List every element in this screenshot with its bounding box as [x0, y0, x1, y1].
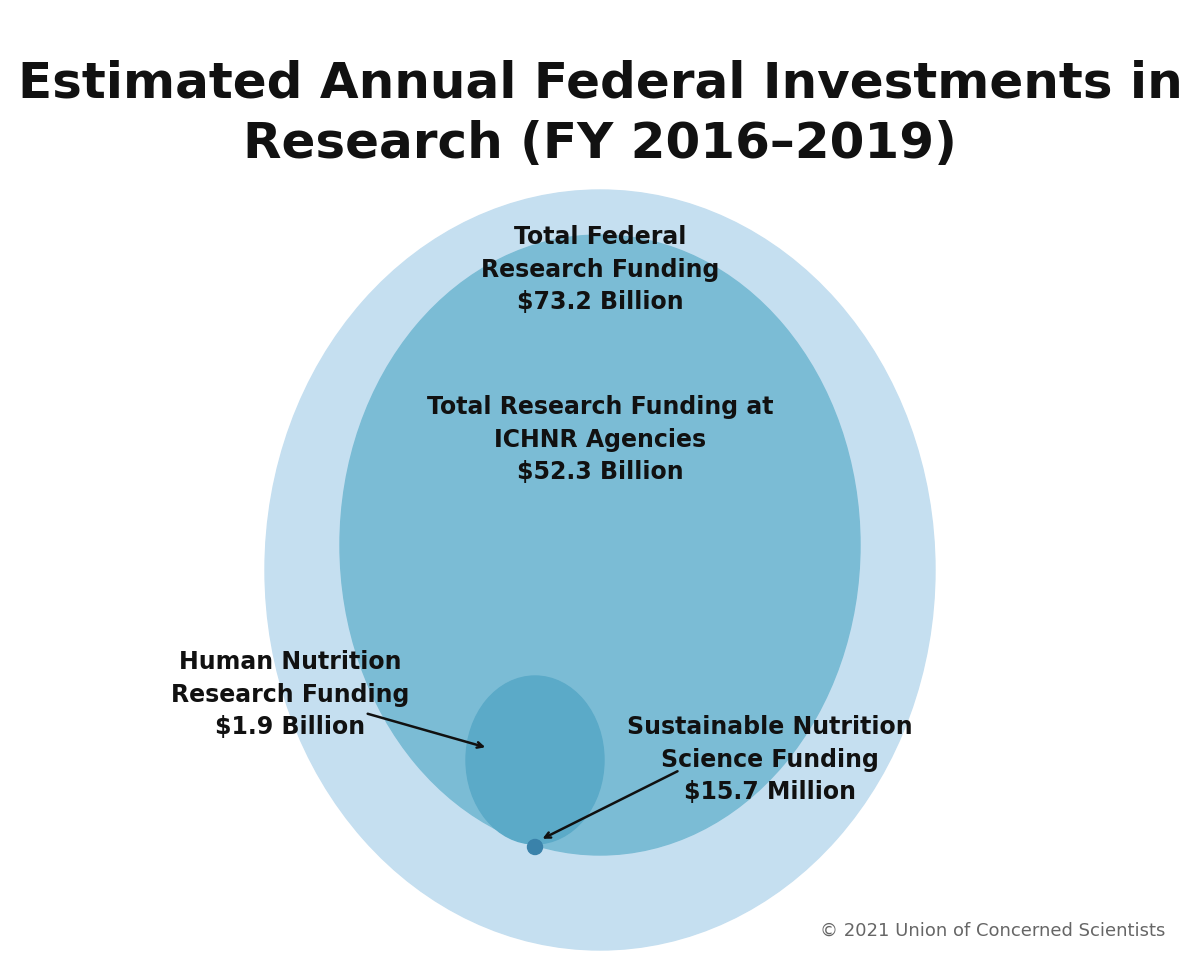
- Text: © 2021 Union of Concerned Scientists: © 2021 Union of Concerned Scientists: [820, 922, 1165, 940]
- Text: Human Nutrition
Research Funding
$1.9 Billion: Human Nutrition Research Funding $1.9 Bi…: [170, 650, 409, 739]
- Ellipse shape: [265, 190, 935, 950]
- Text: Total Research Funding at
ICHNR Agencies
$52.3 Billion: Total Research Funding at ICHNR Agencies…: [427, 395, 773, 484]
- Text: Sustainable Nutrition
Science Funding
$15.7 Million: Sustainable Nutrition Science Funding $1…: [628, 715, 913, 804]
- Text: Research (FY 2016–2019): Research (FY 2016–2019): [244, 120, 956, 168]
- Ellipse shape: [466, 676, 604, 844]
- Text: Total Federal
Research Funding
$73.2 Billion: Total Federal Research Funding $73.2 Bil…: [481, 225, 719, 314]
- Ellipse shape: [340, 235, 860, 855]
- Text: Estimated Annual Federal Investments in: Estimated Annual Federal Investments in: [18, 60, 1182, 108]
- Ellipse shape: [528, 839, 542, 854]
